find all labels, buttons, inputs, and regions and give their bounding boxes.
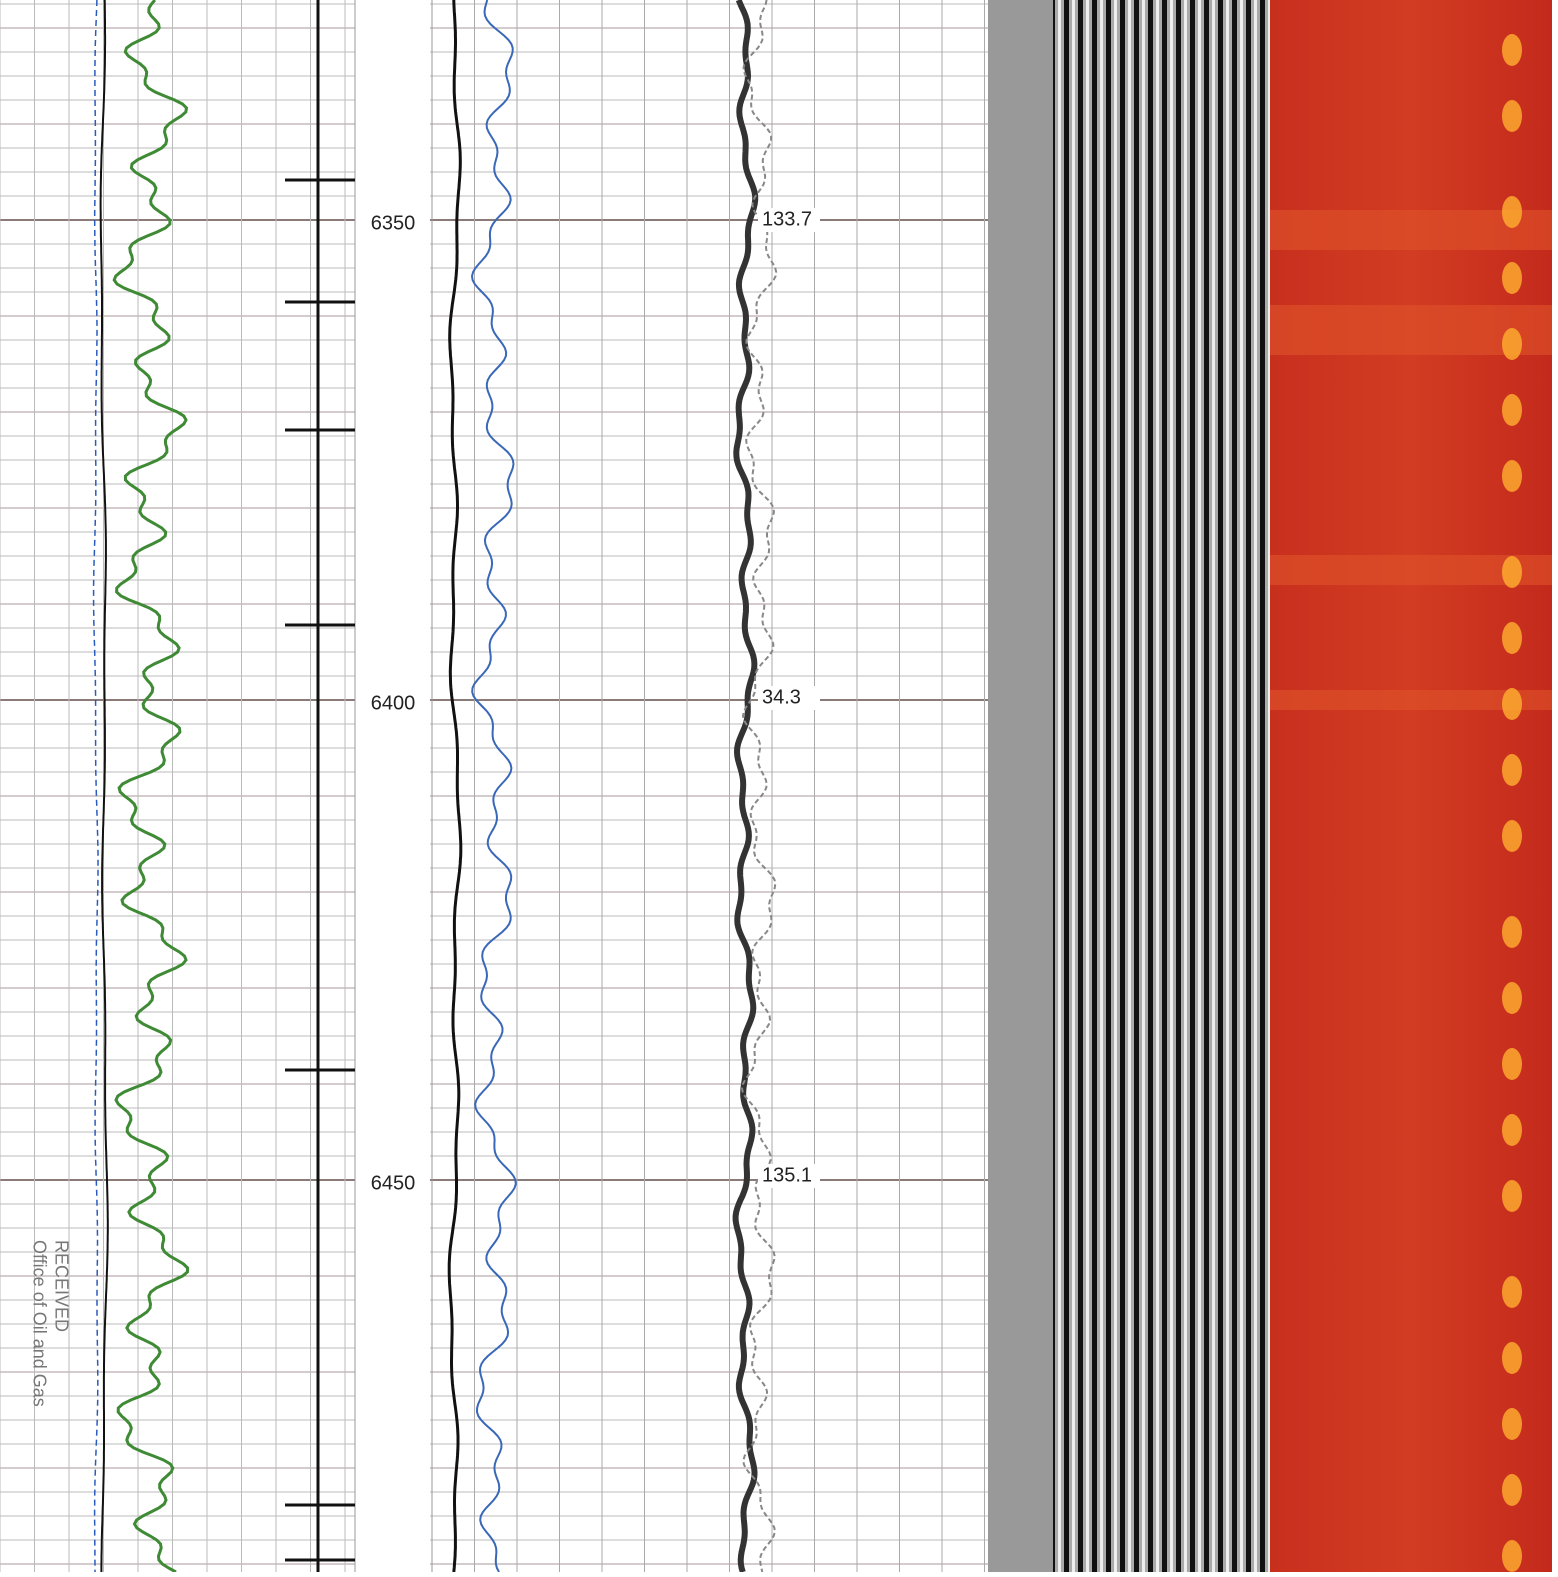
heat-spot	[1502, 196, 1522, 228]
annotation-bg	[758, 1164, 820, 1188]
annotation-bg	[758, 686, 820, 710]
heat-spot	[1502, 34, 1522, 66]
depth-label: 6450	[371, 1172, 416, 1194]
log-curve	[470, 0, 517, 1573]
log-curve	[732, 0, 759, 1573]
labels: 6350 6400 6450 133.7 34.3 135.1	[371, 208, 820, 1194]
heat-spot	[1502, 1342, 1522, 1374]
depth-label: 6350	[371, 212, 416, 234]
heat-spot	[1502, 460, 1522, 492]
image-track-margin	[988, 0, 1053, 1572]
heat-spot	[1502, 916, 1522, 948]
heat-spot	[1502, 622, 1522, 654]
stamp-line: RECEIVED	[51, 1240, 71, 1332]
annotation-bg	[758, 208, 820, 232]
heat-band	[1270, 690, 1552, 710]
heat-spot	[1502, 1048, 1522, 1080]
heat-spot	[1502, 1114, 1522, 1146]
heat-spot	[1502, 328, 1522, 360]
heat-spot	[1502, 394, 1522, 426]
heat-spot	[1502, 556, 1522, 588]
heat-spot	[1502, 1540, 1522, 1572]
acoustic-image	[1053, 0, 1270, 1572]
heat-spot	[1502, 1474, 1522, 1506]
annotation: 34.3	[762, 686, 801, 708]
heat-spot	[1502, 1408, 1522, 1440]
depth-label: 6400	[371, 692, 416, 714]
curves	[92, 0, 1552, 1574]
heat-spot	[1502, 754, 1522, 786]
heat-spot	[1502, 1180, 1522, 1212]
grid	[0, 0, 988, 1572]
annotation: 135.1	[762, 1164, 812, 1186]
stamp: RECEIVED Office of Oil and Gas	[29, 1240, 71, 1407]
log-curve	[740, 0, 778, 1573]
log-curve	[447, 0, 463, 1573]
log-curve	[99, 0, 109, 1572]
heat-spot	[1502, 100, 1522, 132]
heat-spot	[1502, 820, 1522, 852]
stamp-line: Office of Oil and Gas	[29, 1240, 49, 1407]
resistivity-image	[1270, 0, 1552, 1572]
heat-spot	[1502, 982, 1522, 1014]
annotation: 133.7	[762, 208, 812, 230]
log-curve	[92, 0, 99, 1572]
heat-spot	[1502, 262, 1522, 294]
log-curve	[112, 0, 190, 1574]
heat-spot	[1502, 688, 1522, 720]
heat-spot	[1502, 1276, 1522, 1308]
